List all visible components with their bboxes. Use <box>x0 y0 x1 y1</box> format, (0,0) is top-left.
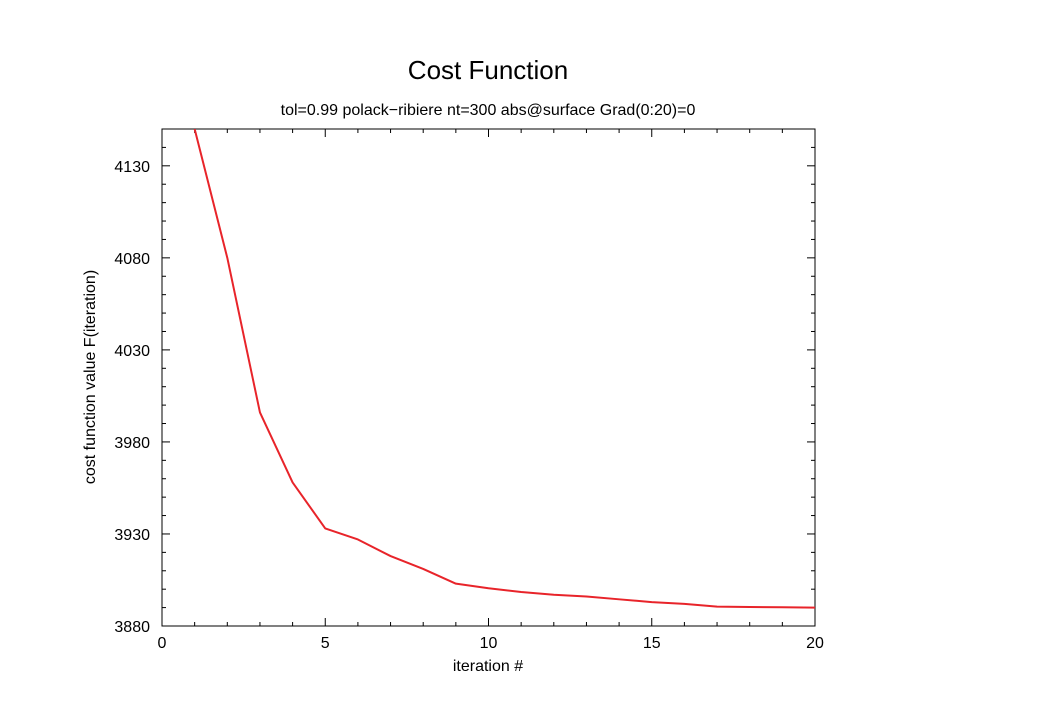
y-axis-label: cost function value F(iteration) <box>82 270 99 484</box>
chart-title: Cost Function <box>408 55 568 85</box>
series-line-0 <box>193 129 815 609</box>
x-tick-label: 20 <box>806 635 824 652</box>
x-tick-label: 15 <box>643 635 661 652</box>
y-tick-label: 4080 <box>114 251 150 268</box>
x-axis-label: iteration # <box>453 658 523 675</box>
plot-frame <box>161 128 816 627</box>
x-tick-label: 0 <box>158 635 167 652</box>
plot-area: 0 5 10 15 20 3880 3930 3980 4030 4080 4130 <box>114 128 824 652</box>
y-tick-label: 3980 <box>114 435 150 452</box>
y-tick-label: 3880 <box>114 619 150 636</box>
x-tick-label: 10 <box>480 635 498 652</box>
y-tick-label: 3930 <box>114 527 150 544</box>
x-tick-label: 5 <box>321 635 330 652</box>
chart-subtitle: tol=0.99 polack−ribiere nt=300 abs@surfa… <box>281 102 696 119</box>
y-tick-label: 4030 <box>114 343 150 360</box>
y-tick-label: 4130 <box>114 159 150 176</box>
